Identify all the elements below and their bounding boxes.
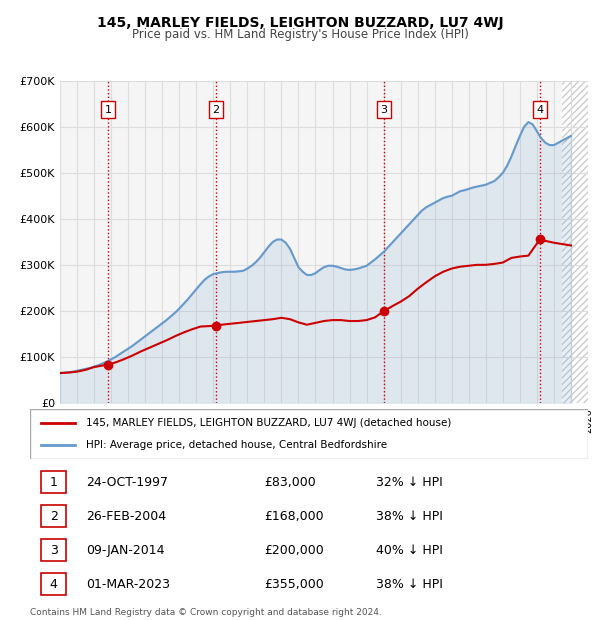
Text: £168,000: £168,000 <box>265 510 324 523</box>
Text: 38% ↓ HPI: 38% ↓ HPI <box>376 578 443 591</box>
FancyBboxPatch shape <box>30 409 588 459</box>
Text: Contains HM Land Registry data © Crown copyright and database right 2024.: Contains HM Land Registry data © Crown c… <box>30 608 382 617</box>
Text: 01-MAR-2023: 01-MAR-2023 <box>86 578 170 591</box>
Text: 38% ↓ HPI: 38% ↓ HPI <box>376 510 443 523</box>
Text: 3: 3 <box>380 105 388 115</box>
Text: 09-JAN-2014: 09-JAN-2014 <box>86 544 164 557</box>
Text: £355,000: £355,000 <box>265 578 324 591</box>
Text: Price paid vs. HM Land Registry's House Price Index (HPI): Price paid vs. HM Land Registry's House … <box>131 28 469 41</box>
Bar <box>562 81 588 403</box>
Text: 24-OCT-1997: 24-OCT-1997 <box>86 476 168 489</box>
Text: 32% ↓ HPI: 32% ↓ HPI <box>376 476 443 489</box>
Text: £83,000: £83,000 <box>265 476 316 489</box>
Text: 2: 2 <box>50 510 58 523</box>
Text: HPI: Average price, detached house, Central Bedfordshire: HPI: Average price, detached house, Cent… <box>86 440 387 450</box>
Text: 3: 3 <box>50 544 58 557</box>
Text: 2: 2 <box>212 105 220 115</box>
FancyBboxPatch shape <box>41 471 66 493</box>
Text: 26-FEB-2004: 26-FEB-2004 <box>86 510 166 523</box>
FancyBboxPatch shape <box>41 574 66 595</box>
Text: 40% ↓ HPI: 40% ↓ HPI <box>376 544 443 557</box>
Text: 4: 4 <box>536 105 544 115</box>
Bar <box>562 81 588 403</box>
Text: 1: 1 <box>104 105 112 115</box>
FancyBboxPatch shape <box>41 539 66 561</box>
Text: 145, MARLEY FIELDS, LEIGHTON BUZZARD, LU7 4WJ (detached house): 145, MARLEY FIELDS, LEIGHTON BUZZARD, LU… <box>86 418 451 428</box>
Bar <box>562 81 588 403</box>
Text: 1: 1 <box>50 476 58 489</box>
Text: 4: 4 <box>50 578 58 591</box>
Text: £200,000: £200,000 <box>265 544 324 557</box>
FancyBboxPatch shape <box>41 505 66 527</box>
Text: 145, MARLEY FIELDS, LEIGHTON BUZZARD, LU7 4WJ: 145, MARLEY FIELDS, LEIGHTON BUZZARD, LU… <box>97 16 503 30</box>
